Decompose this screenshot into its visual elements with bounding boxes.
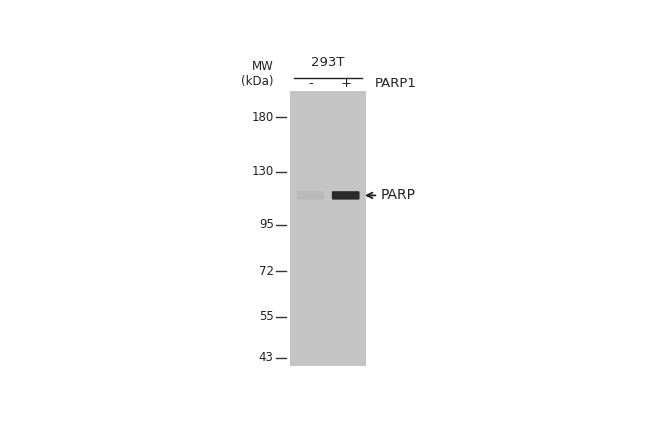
Text: 293T: 293T bbox=[311, 56, 345, 68]
Text: 72: 72 bbox=[259, 265, 274, 278]
FancyBboxPatch shape bbox=[332, 191, 359, 200]
Text: 180: 180 bbox=[252, 111, 274, 124]
Text: 95: 95 bbox=[259, 218, 274, 231]
Text: -: - bbox=[308, 77, 313, 89]
Text: 130: 130 bbox=[252, 165, 274, 179]
Text: 43: 43 bbox=[259, 352, 274, 365]
Text: MW
(kDa): MW (kDa) bbox=[241, 60, 274, 88]
Bar bbox=[291, 91, 366, 366]
Text: PARP1: PARP1 bbox=[374, 77, 417, 89]
Text: +: + bbox=[340, 77, 351, 89]
FancyBboxPatch shape bbox=[296, 191, 324, 200]
Text: PARP: PARP bbox=[381, 188, 416, 203]
Text: 55: 55 bbox=[259, 310, 274, 323]
